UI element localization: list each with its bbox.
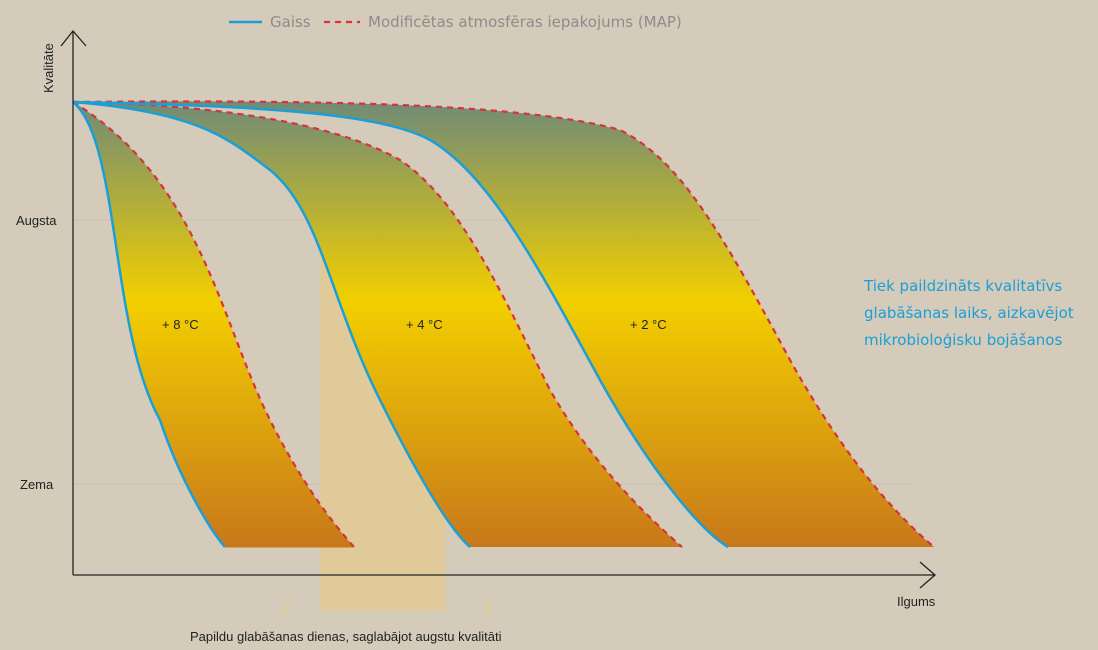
note-line-1: Tiek paildzināts kvalitatīvs xyxy=(863,277,1062,295)
y-axis-arrow xyxy=(60,29,87,47)
y-tick-high: Augsta xyxy=(16,213,57,228)
band-label-2c: + 2 °C xyxy=(630,317,667,332)
band-2c-area xyxy=(73,101,934,548)
note-line-3: mikrobioloģisku bojāšanos xyxy=(864,331,1062,349)
band-4c-map-line xyxy=(72,100,683,548)
band-8c-area xyxy=(73,102,354,547)
band-8c-air-line xyxy=(72,101,226,548)
band-4c-air-line xyxy=(72,100,471,548)
legend-air-label: Gaiss xyxy=(270,13,311,31)
note-line-2: glabāšanas laiks, aizkavējot xyxy=(864,304,1074,322)
x-axis-label: Ilgums xyxy=(897,594,936,609)
band-8c-map-line xyxy=(72,101,355,548)
y-tick-low: Zema xyxy=(20,477,54,492)
band-label-4c: + 4 °C xyxy=(406,317,443,332)
legend-map-label: Modificētas atmosfēras iepakojums (MAP) xyxy=(368,13,682,31)
bottom-caption: Papildu glabāšanas dienas, saglabājot au… xyxy=(190,629,502,644)
band-2c-air-line xyxy=(72,100,729,549)
y-axis-label: Kvalitāte xyxy=(41,43,56,93)
caption-mark-right xyxy=(483,599,493,618)
band-2c-map-line xyxy=(72,100,935,548)
band-label-8c: + 8 °C xyxy=(162,317,199,332)
x-axis-arrow xyxy=(919,561,936,589)
band-4c-area xyxy=(73,102,682,547)
caption-mark-left xyxy=(281,599,291,618)
